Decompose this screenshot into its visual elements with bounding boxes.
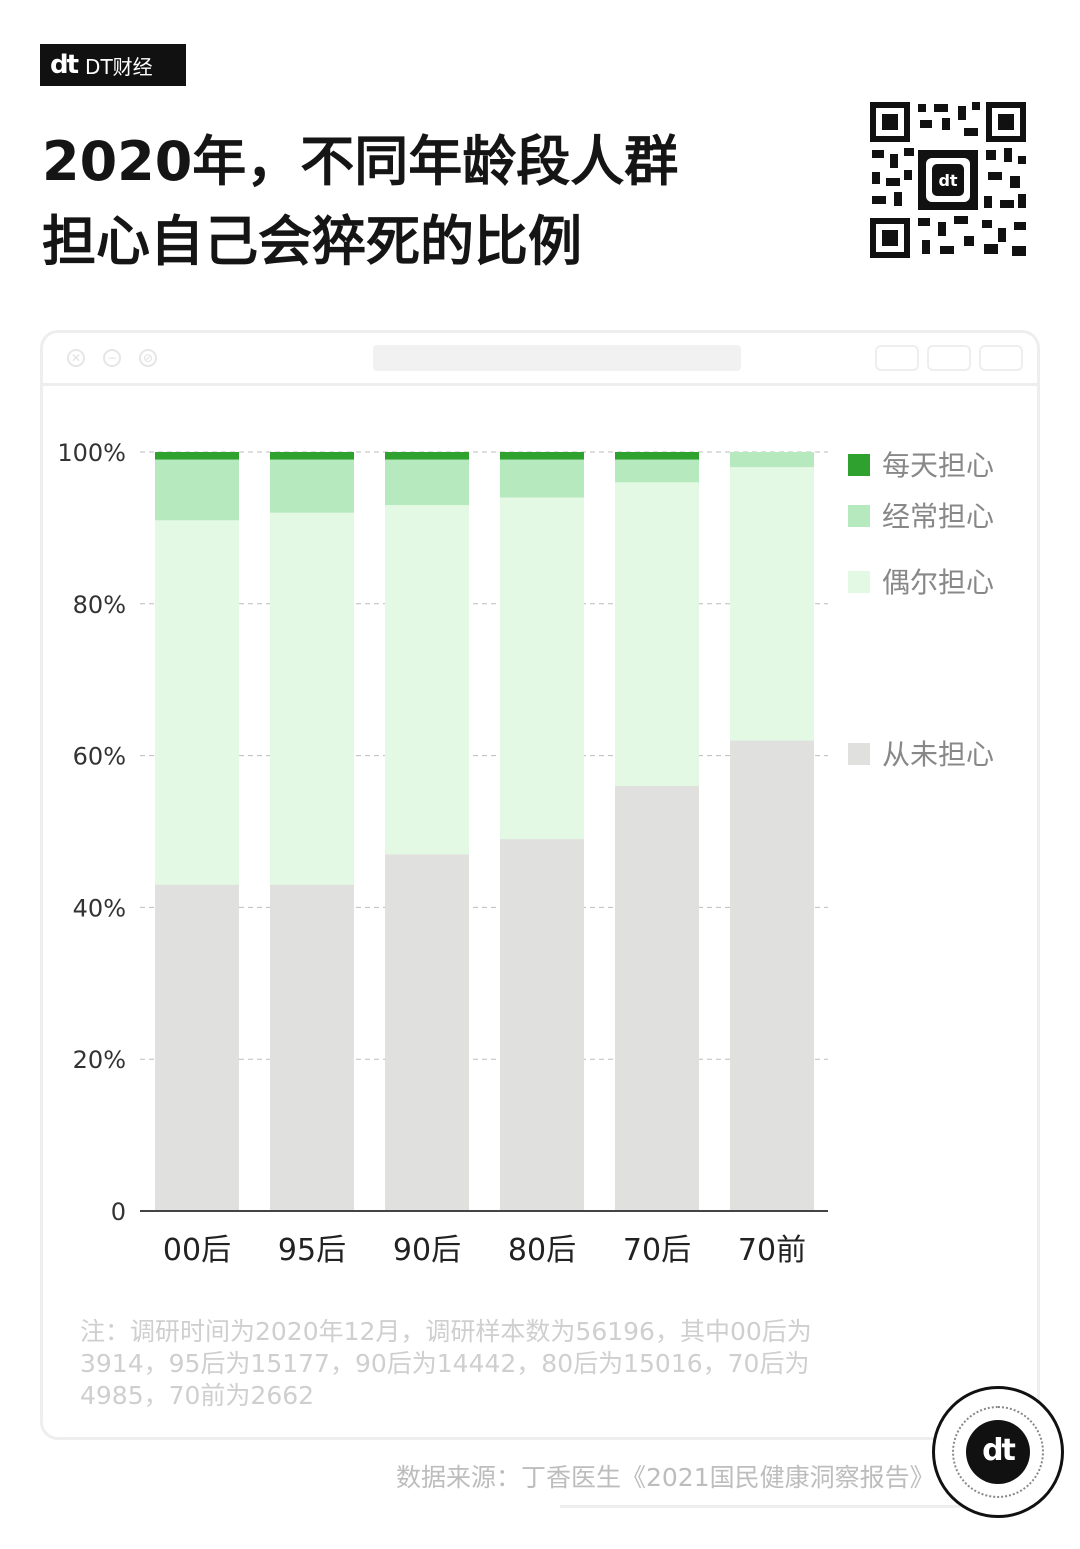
brand-logo-text: DT财经 xyxy=(85,54,153,79)
legend-swatch xyxy=(848,505,870,527)
bar-segment xyxy=(615,459,699,483)
bar-segment xyxy=(500,459,584,498)
close-icon: ✕ xyxy=(67,349,85,367)
share-icon xyxy=(927,345,971,371)
svg-text:dt: dt xyxy=(938,171,957,190)
x-tick-label: 70后 xyxy=(623,1233,691,1268)
data-source: 数据来源：丁香医生《2021国民健康洞察报告》 xyxy=(396,1463,935,1492)
y-tick-label: 20% xyxy=(73,1046,126,1074)
bar-segment xyxy=(615,785,699,1211)
bar-segment xyxy=(500,839,584,1211)
y-tick-label: 0 xyxy=(111,1198,126,1226)
bar-segment xyxy=(500,452,584,460)
title-line-1: 2020年，不同年龄段人群 xyxy=(42,130,679,193)
legend-label: 从未担心 xyxy=(882,738,994,771)
bar-segment xyxy=(270,452,354,460)
badge-ring xyxy=(952,1406,1044,1498)
bar-segment xyxy=(270,512,354,885)
bar-segment xyxy=(385,854,469,1211)
x-tick-label: 90后 xyxy=(393,1233,461,1268)
bar-segment xyxy=(270,884,354,1211)
bar-segment xyxy=(730,740,814,1211)
y-tick-label: 80% xyxy=(73,591,126,619)
badge-core: dt xyxy=(966,1420,1030,1484)
source-divider xyxy=(560,1505,960,1508)
x-tick-label: 95后 xyxy=(278,1233,346,1268)
legend-swatch xyxy=(848,454,870,476)
minimize-icon: − xyxy=(103,349,121,367)
bar-segment xyxy=(155,459,239,521)
bar-segment xyxy=(615,482,699,786)
x-tick-label: 00后 xyxy=(163,1233,231,1268)
bar-segment xyxy=(730,452,814,468)
no-entry-icon: ⊘ xyxy=(139,349,157,367)
legend-label: 偶尔担心 xyxy=(882,566,994,599)
y-tick-label: 60% xyxy=(73,743,126,771)
bar-segment xyxy=(730,467,814,741)
bar-segment xyxy=(155,452,239,460)
y-tick-label: 40% xyxy=(73,894,126,922)
dt-badge-icon: dt xyxy=(932,1386,1064,1518)
bar-segment xyxy=(270,459,354,513)
stacked-bar-chart: 0 20% 40% 60% 80% 100% 00后 95后 90后 80后 70后 70前 从未担心 偶… xyxy=(57,439,994,1268)
bar-segment xyxy=(155,520,239,885)
window-title-bar: ✕ − ⊘ xyxy=(43,333,1037,386)
title-line-2: 担心自己会猝死的比例 xyxy=(42,210,582,273)
bar-segment xyxy=(500,497,584,840)
brand-logo: dt DT财经 xyxy=(40,44,186,86)
window-copy-icon xyxy=(979,345,1023,371)
x-tick-label: 80后 xyxy=(508,1233,576,1268)
brand-logo-mark: dt xyxy=(50,50,79,80)
legend-swatch xyxy=(848,743,870,765)
page-title: 2020年，不同年龄段人群 担心自己会猝死的比例 xyxy=(42,122,802,282)
bar-segment xyxy=(155,884,239,1211)
y-tick-label: 100% xyxy=(57,439,126,467)
address-bar xyxy=(373,345,741,371)
legend-label: 每天担心 xyxy=(882,449,994,482)
bar-segment xyxy=(385,505,469,855)
legend-label: 经常担心 xyxy=(882,500,994,533)
x-tick-label: 70前 xyxy=(738,1233,806,1268)
bar-segment xyxy=(385,459,469,506)
legend-swatch xyxy=(848,571,870,593)
record-icon xyxy=(875,345,919,371)
bar-segment xyxy=(615,452,699,460)
chart-note: 注：调研时间为2020年12月，调研样本数为56196，其中00后为3914，9… xyxy=(80,1317,812,1410)
bar-segment xyxy=(385,452,469,460)
qr-code-icon: dt xyxy=(868,100,1028,260)
